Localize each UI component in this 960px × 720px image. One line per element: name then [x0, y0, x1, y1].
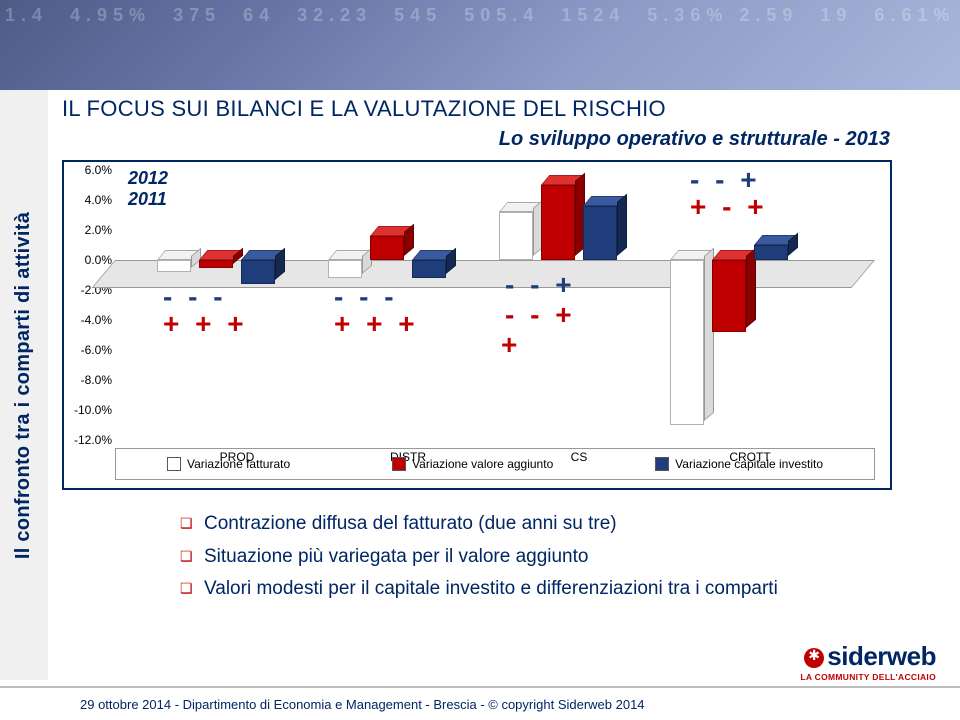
y-tick-label: -12.0% — [68, 433, 112, 447]
legend-label: Variazione fatturato — [187, 457, 290, 471]
y-tick-label: -8.0% — [68, 373, 112, 387]
sidebar: Il confronto tra i comparti di attività — [0, 90, 48, 680]
bar — [157, 260, 191, 272]
bar — [583, 206, 617, 260]
year-2012: 2012 — [128, 168, 168, 189]
y-tick-label: -4.0% — [68, 313, 112, 327]
chart-legend: Variazione fatturato Variazione valore ag… — [115, 448, 875, 480]
bar — [412, 260, 446, 278]
bar — [670, 260, 704, 425]
bar — [499, 212, 533, 260]
bar-side — [617, 194, 627, 256]
y-tick-label: 0.0% — [68, 253, 112, 267]
legend-item: Variazione valore aggiunto — [392, 457, 553, 471]
logo-text: siderweb — [827, 641, 936, 671]
legend-swatch — [392, 457, 406, 471]
bar — [712, 260, 746, 332]
legend-label: Variazione valore aggiunto — [412, 457, 553, 471]
legend-label: Variazione capitale investito — [675, 457, 823, 471]
trend-annotation: - - + — [505, 299, 576, 331]
sidebar-label: Il confronto tra i comparti di attività — [13, 211, 36, 558]
y-tick-label: -6.0% — [68, 343, 112, 357]
legend-item: Variazione capitale investito — [655, 457, 823, 471]
key-points-list: Contrazione diffusa del fatturato (due a… — [180, 510, 900, 608]
bar — [328, 260, 362, 278]
page-subtitle: Lo sviluppo operativo e strutturale - 20… — [499, 128, 890, 151]
bullet-point: Contrazione diffusa del fatturato (due a… — [180, 510, 900, 539]
y-tick-label: 4.0% — [68, 193, 112, 207]
y-tick-label: 6.0% — [68, 163, 112, 177]
legend-item: Variazione fatturato — [167, 457, 290, 471]
banner-background — [0, 0, 960, 90]
bar — [541, 185, 575, 260]
y-axis-labels: 6.0%4.0%2.0%0.0%-2.0%-4.0%-6.0%-8.0%-10.… — [68, 170, 112, 440]
trend-annotation: + + + — [163, 308, 248, 340]
bar — [199, 260, 233, 268]
trend-annotation: - - + — [505, 269, 576, 301]
bullet-point: Situazione più variegata per il valore a… — [180, 543, 900, 572]
bar — [370, 236, 404, 260]
trend-annotation: + - + — [690, 191, 768, 223]
legend-swatch — [167, 457, 181, 471]
year-annotations: 2012 2011 — [128, 168, 168, 210]
legend-swatch — [655, 457, 669, 471]
y-tick-label: -10.0% — [68, 403, 112, 417]
bar — [241, 260, 275, 284]
page-title: IL FOCUS SUI BILANCI E LA VALUTAZIONE DE… — [62, 96, 666, 122]
footer-text: 29 ottobre 2014 - Dipartimento di Econom… — [0, 686, 960, 720]
logo-tagline: LA COMMUNITY DELL'ACCIAIO — [800, 672, 936, 682]
bullet-point: Valori modesti per il capitale investito… — [180, 575, 900, 604]
bar — [754, 245, 788, 260]
y-tick-label: 2.0% — [68, 223, 112, 237]
logo-icon — [804, 648, 824, 668]
trend-annotation: + + + — [334, 308, 419, 340]
bar-chart: PRODDISTRCSCROTT- - -+ + +- - -+ + +- - … — [115, 170, 875, 440]
year-2011: 2011 — [128, 189, 168, 210]
trend-annotation: + — [501, 329, 521, 361]
siderweb-logo: siderweb LA COMMUNITY DELL'ACCIAIO — [800, 641, 936, 682]
